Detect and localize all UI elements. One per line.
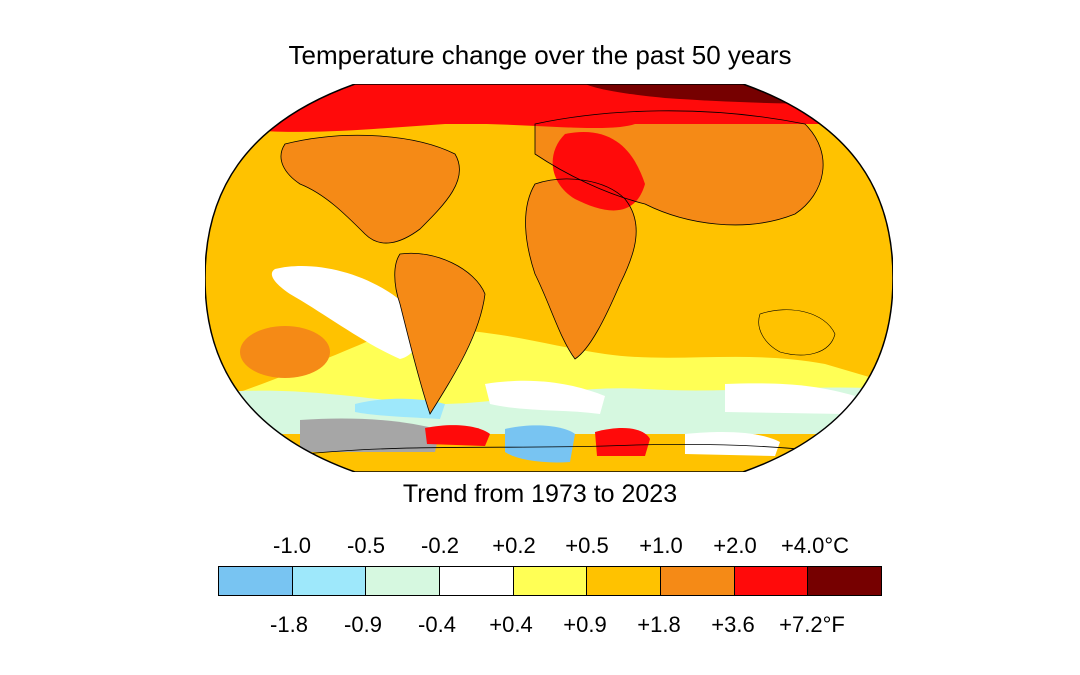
legend-swatch xyxy=(366,567,441,595)
legend-swatch xyxy=(734,567,809,595)
antarctica-cooling xyxy=(505,425,575,463)
legend-swatch xyxy=(808,567,882,595)
celsius-tick: +0.2 xyxy=(492,533,536,558)
legend-swatch xyxy=(219,567,293,595)
celsius-tick: +1.0 xyxy=(639,533,683,558)
fahrenheit-tick: +1.8 xyxy=(637,612,681,637)
celsius-tick: -0.5 xyxy=(347,533,385,558)
south-pacific-warming xyxy=(240,326,330,378)
legend-swatch xyxy=(661,567,735,595)
africa xyxy=(525,179,637,359)
color-legend-bar xyxy=(218,566,882,596)
fahrenheit-tick: +3.6 xyxy=(711,612,755,637)
missing-data-antarctica xyxy=(300,418,440,452)
world-map xyxy=(204,83,894,473)
legend-swatch xyxy=(587,567,662,595)
north-america xyxy=(280,135,460,244)
fahrenheit-tick: -1.8 xyxy=(270,612,308,637)
celsius-tick: +4.0°C xyxy=(780,533,850,558)
trend-subtitle: Trend from 1973 to 2023 xyxy=(402,480,678,508)
fahrenheit-tick: -0.9 xyxy=(344,612,382,637)
fahrenheit-tick: +0.9 xyxy=(563,612,607,637)
celsius-tick: +0.5 xyxy=(565,533,609,558)
europe-middle-east-hotspot xyxy=(552,132,645,211)
celsius-tick: +2.0 xyxy=(713,533,757,558)
legend-swatch xyxy=(440,567,514,595)
legend-swatch xyxy=(513,567,588,595)
fahrenheit-tick: -0.4 xyxy=(418,612,456,637)
map-title: Temperature change over the past 50 year… xyxy=(288,40,792,70)
world-map-svg xyxy=(204,83,894,473)
legend-swatch xyxy=(292,567,367,595)
pacific-neutral-zone xyxy=(271,265,419,359)
australia xyxy=(758,309,836,356)
celsius-tick: -1.0 xyxy=(273,533,311,558)
fahrenheit-tick: +0.4 xyxy=(489,612,533,637)
fahrenheit-tick: +7.2°F xyxy=(779,612,845,637)
celsius-tick: -0.2 xyxy=(421,533,459,558)
south-america xyxy=(394,253,485,414)
